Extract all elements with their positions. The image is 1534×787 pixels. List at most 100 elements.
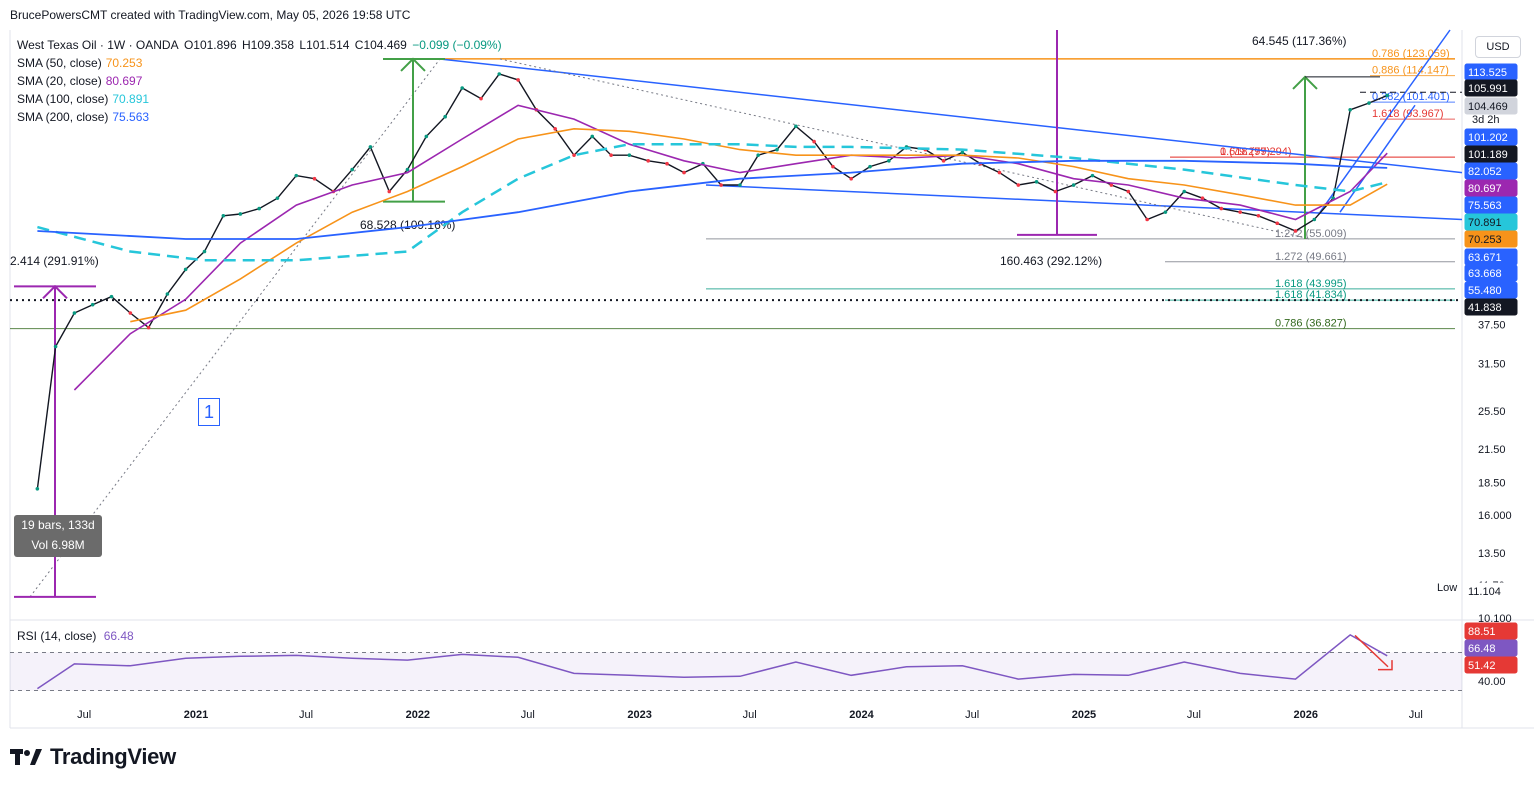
fib-level-label: 0.886 (114.147) [1372,65,1449,77]
move-label-2020: 2.414 (291.91%) [10,254,99,268]
price-axis-label-bg [1464,281,1518,299]
indicator-value: 70.891 [112,92,150,106]
x-tick-label: Jul [77,709,91,721]
sma-line-20 [73,104,1388,391]
x-tick-label: 2026 [1294,709,1318,721]
price-point [128,311,133,315]
price-point [275,196,280,200]
indicator-legend-row[interactable]: SMA (100, close) 70.891 [17,90,504,108]
rsi-axis-label: 88.51 [1468,626,1496,638]
price-point [756,153,760,157]
indicator-label: SMA (100, close) [17,92,109,106]
ohlc-change: −0.099 (−0.09%) [412,38,502,52]
price-point [1034,180,1039,184]
brand-name: TradingView [50,744,176,769]
chart-legend: West Texas Oil · 1W · OANDA O101.896 H10… [17,36,504,126]
price-point [72,311,77,315]
price-axis-label: 75.563 [1468,200,1502,212]
x-tick-label: Jul [1409,709,1423,721]
currency-button[interactable]: USD [1475,36,1521,58]
price-axis-label-bg [1464,298,1518,316]
fib-level-label: 0.382 (101.401) [1372,91,1450,103]
price-axis-label: 113.525 [1468,67,1507,79]
y-tick-label: 21.50 [1478,444,1506,456]
y-tick-label: 13.50 [1478,548,1506,560]
price-axis-label-bg [1464,213,1518,231]
sma-line-200 [37,159,1388,240]
sma-line-50 [130,127,1388,323]
price-point [719,183,723,187]
rsi-divergence-head [1378,660,1393,671]
channel-lower-line [705,184,1463,221]
rsi-label: RSI (14, close) [17,629,97,643]
price-point [646,159,650,163]
countdown-label: 3d 2h [1472,114,1500,126]
price-point [1090,173,1095,178]
symbol-name: West Texas Oil · 1W · OANDA [17,38,179,52]
y-tick-label: 16.000 [1478,510,1512,522]
x-tick-label: Jul [299,709,313,721]
measure-tooltip: 19 bars, 133d Vol 6.98M [14,515,102,557]
price-point [627,153,632,157]
price-point [1275,221,1280,226]
rsi-legend[interactable]: RSI (14, close) 66.48 [17,629,134,643]
price-point [405,167,410,172]
rsi-axis-label-bg [1464,656,1518,674]
price-point [572,153,576,157]
price-point [479,96,483,101]
tradingview-logo[interactable]: TradingView [10,744,176,770]
wave-label[interactable]: 1 [198,398,220,426]
price-axis-label: 70.891 [1468,217,1502,229]
fib-level-label: 0.786 (123.059) [1372,48,1450,60]
price-point [424,134,429,139]
chart-credit: BrucePowersCMT created with TradingView.… [10,8,411,22]
price-point [312,176,317,181]
price-point [682,170,686,175]
price-point [165,292,170,296]
price-point [53,344,58,349]
rsi-axis-label-bg [1464,639,1518,657]
rsi-axis-label: 51.42 [1468,660,1496,672]
x-tick-label: Jul [743,709,757,721]
price-point [1109,183,1114,187]
price-axis-label: 41.838 [1468,302,1502,314]
price-axis-label-bg [1464,582,1518,600]
price-point [1293,229,1298,233]
indicator-label: SMA (200, close) [17,110,109,124]
price-axis-label: 82.052 [1468,166,1502,178]
price-axis-label: 104.469 [1468,101,1508,113]
indicator-legend-row[interactable]: SMA (200, close) 75.563 [17,108,504,126]
indicator-value: 70.253 [105,56,143,70]
price-line [36,73,1388,489]
measure-volume: Vol 6.98M [31,538,85,552]
price-point [997,170,1002,175]
x-tick-label: 2021 [184,709,208,721]
price-point [1238,210,1242,214]
price-point [1053,189,1058,194]
price-point [1312,217,1317,222]
price-point [35,486,40,491]
price-axis-label: 105.991 [1468,83,1508,95]
symbol-legend-row[interactable]: West Texas Oil · 1W · OANDA O101.896 H10… [17,36,504,54]
price-point [146,325,151,330]
rising-channel-upper [1319,29,1451,213]
indicator-legend-row[interactable]: SMA (20, close) 80.697 [17,72,504,90]
move-label-2026: 64.545 (117.36%) [1252,34,1347,48]
price-point [960,150,965,155]
rising-channel-lower [1339,104,1416,213]
price-point [1163,210,1168,214]
fib-level-label: 1.272 (49.661) [1275,251,1347,263]
price-point [368,145,373,149]
price-axis-label-bg [1464,196,1518,214]
indicator-legend-row[interactable]: SMA (50, close) 70.253 [17,54,504,72]
fib-level-label: 1.272 (55.009) [1275,228,1347,240]
rsi-band [10,652,1462,691]
price-point [941,159,946,163]
ohlc-low: L101.514 [299,38,350,52]
fib-level-label: 1.618 (43.995) [1275,278,1347,290]
x-tick-label: Jul [965,709,979,721]
price-axis-label: 80.697 [1468,183,1502,195]
price-point [775,147,779,152]
y-tick-label: 18.50 [1478,478,1506,490]
